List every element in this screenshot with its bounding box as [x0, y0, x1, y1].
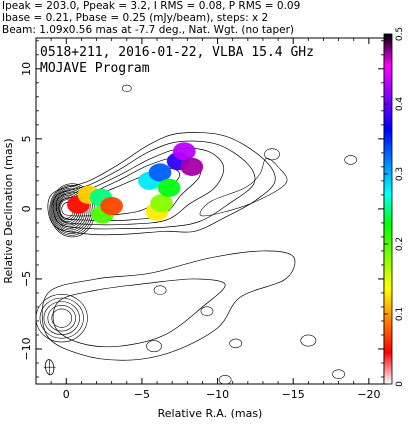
x-axis-label: Relative R.A. (mas): [158, 407, 263, 420]
jet-contour: [58, 156, 202, 221]
noise-island: [229, 338, 243, 349]
beam-shape: [44, 359, 55, 376]
noise-island: [121, 84, 132, 93]
y-tick-label: −5: [20, 271, 33, 287]
y-tick-label: −10: [20, 337, 33, 360]
x-tick-label: −20: [357, 388, 380, 401]
colorbar-tick-label: 0.5: [395, 27, 405, 41]
polarization-blob: [180, 157, 204, 176]
beam-ellipse: [43, 359, 56, 376]
colorbar-tick-label: 0.4: [395, 97, 405, 112]
noise-island: [264, 148, 280, 161]
x-tick-label: −5: [134, 388, 150, 401]
map-subtitle: MOJAVE Program: [40, 61, 150, 76]
polarization-blob: [100, 196, 123, 216]
jet-contour: [47, 132, 276, 236]
lower-jet-contour: [41, 250, 296, 361]
y-axis: −10 −5 0 5 10: [20, 40, 384, 378]
lower-jet-contour: [52, 278, 226, 348]
colorbar-tick-label: 0.2: [395, 237, 405, 251]
colorbar-tick-label: 0: [395, 381, 405, 387]
faint-jet-contour: [199, 158, 288, 217]
map-title: 0518+211, 2016-01-22, VLBA 15.4 GHz: [40, 45, 314, 60]
pol-core-contour: [36, 294, 88, 343]
noise-island: [300, 334, 317, 347]
jet-contour: [55, 147, 225, 226]
colorbar: [383, 33, 393, 385]
y-tick-label: 0: [20, 205, 33, 212]
x-tick-label: −10: [206, 388, 229, 401]
pol-core-contour: [47, 304, 76, 332]
x-axis: 0 −5 −10 −15 −20: [50, 38, 380, 401]
intensity-contour: [51, 186, 92, 234]
noise-island: [146, 340, 162, 353]
colorbar-tick-label: 0.1: [395, 307, 405, 321]
header-line-1: Ipeak = 203.0, Ppeak = 3.2, I RMS = 0.08…: [2, 0, 300, 12]
x-tick-label: 0: [63, 388, 70, 401]
polarization-layer: [67, 142, 204, 224]
x-tick-label: −15: [282, 388, 305, 401]
jet-contour: [52, 140, 256, 230]
polarization-blob: [150, 194, 173, 213]
noise-island: [332, 369, 345, 379]
polarization-blob: [148, 163, 172, 182]
noise-island: [153, 285, 167, 295]
pol-core-contour: [39, 297, 84, 339]
header-line-3: Beam: 1.09x0.56 mas at -7.7 deg., Nat. W…: [2, 24, 294, 36]
y-axis-label: Relative Declination (mas): [2, 138, 15, 283]
polarization-blob: [157, 178, 181, 197]
noise-island: [344, 155, 358, 165]
y-tick-label: 5: [20, 135, 33, 142]
plot-frame: [35, 37, 385, 385]
noise-island: [200, 306, 214, 316]
noise-island: [218, 375, 232, 384]
pol-core-contour: [51, 308, 73, 328]
y-tick-label: 10: [20, 62, 33, 76]
colorbar-tick-label: 0.3: [395, 167, 405, 181]
colorbar-ticks: 0 0.1 0.2 0.3 0.4 0.5: [384, 27, 405, 387]
polarization-blob: [172, 142, 196, 161]
header-line-2: Ibase = 0.21, Pbase = 0.25 (mJy/beam), s…: [2, 12, 268, 24]
